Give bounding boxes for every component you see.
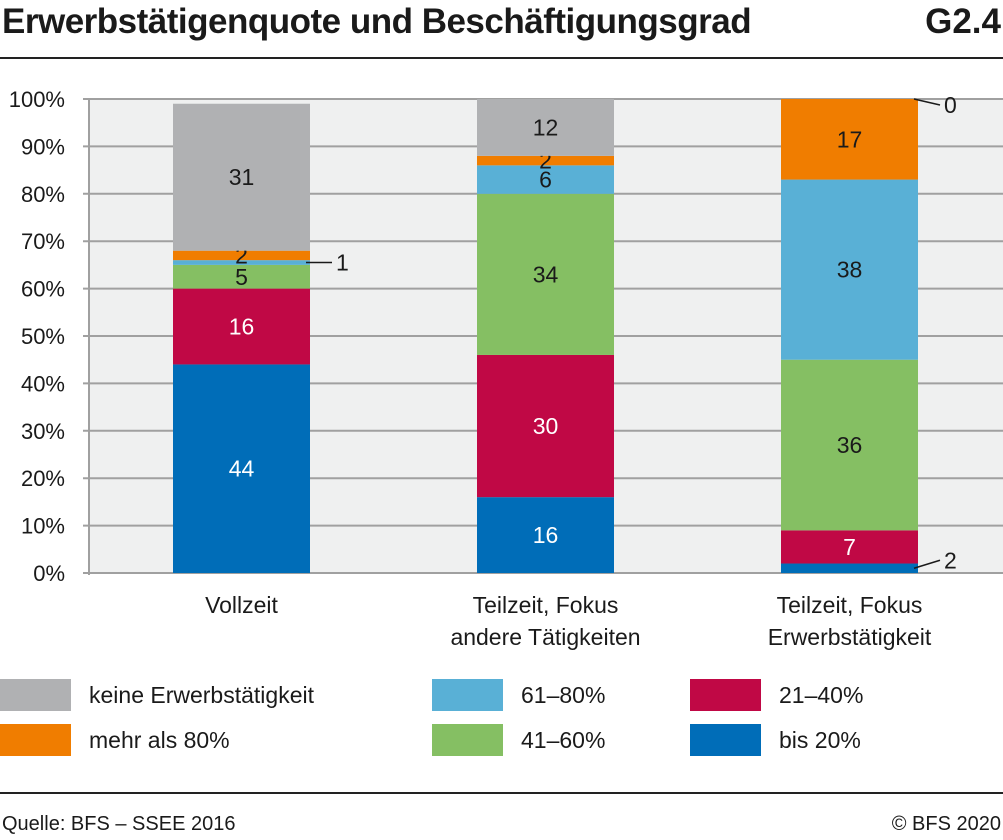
y-tick-label: 50% [21,324,65,349]
bar-segment [781,530,918,564]
y-tick-label: 0% [33,561,65,586]
y-tick-label: 20% [21,466,65,491]
legend-item: 41–60% [432,723,605,757]
legend: keine Erwerbstätigkeit 61–80% 21–40% mehr a… [0,678,1003,758]
y-tick-label: 80% [21,182,65,207]
bar-segment [173,264,310,289]
data-label: 0 [944,92,957,118]
data-label: 12 [533,114,559,140]
legend-swatch [690,679,761,711]
legend-label: 41–60% [521,726,606,753]
chart-code: G2.4 [925,2,1001,41]
bar-segment [781,179,918,360]
x-category-label: Vollzeit [205,592,278,618]
bar-segment [173,250,310,261]
data-label: 16 [533,522,559,548]
data-label: 1 [336,250,349,276]
legend-item: bis 20% [690,723,861,757]
bar-segment [173,103,310,251]
legend-label: 61–80% [521,681,606,708]
legend-item: keine Erwerbstätigkeit [0,678,314,712]
bar-segment [477,497,614,573]
y-tick-label: 70% [21,229,65,254]
data-label: 36 [837,432,863,458]
y-tick-label: 40% [21,371,65,396]
legend-label: bis 20% [779,726,861,753]
legend-item: mehr als 80% [0,723,230,757]
top-divider [0,57,1003,59]
legend-swatch [0,724,71,756]
x-category-label: Erwerbstätigkeit [768,624,932,650]
bar-segment [173,288,310,365]
data-label: 31 [229,164,255,190]
y-tick-label: 100% [9,87,65,112]
legend-label: keine Erwerbstätigkeit [89,681,314,708]
bottom-divider [0,792,1003,794]
bar-segment [477,99,614,156]
bar-segment [173,364,310,573]
legend-swatch [432,724,503,756]
data-label: 38 [837,257,863,283]
y-tick-label: 60% [21,277,65,302]
legend-item: 21–40% [690,678,863,712]
data-label: 16 [229,314,255,340]
data-label: 34 [533,261,559,287]
bar-segment [781,99,918,180]
x-category-label: Teilzeit, Fokus [473,592,619,618]
stacked-bar-chart: 0%10%20%30%40%50%60%70%80%90%100%4416512… [9,87,1003,650]
legend-swatch [0,679,71,711]
bar-segment [781,563,918,573]
y-tick-label: 30% [21,419,65,444]
legend-label: mehr als 80% [89,726,230,753]
bar-segment [477,155,614,166]
source-note: Quelle: BFS – SSEE 2016 [2,813,236,835]
legend-swatch [690,724,761,756]
data-label: 17 [837,126,863,152]
y-tick-label: 90% [21,134,65,159]
data-label: 30 [533,413,559,439]
data-label: 2 [944,547,957,573]
bar-segment [173,260,310,265]
data-label: 6 [539,167,552,193]
bar-segment [477,193,614,355]
leader-line [913,98,941,106]
chart-title: Erwerbstätigenquote und Beschäftigungsgr… [2,2,752,41]
data-label: 7 [843,534,856,560]
legend-item: 61–80% [432,678,605,712]
bar-segment [477,165,614,194]
leader-line [913,559,941,569]
copyright-note: © BFS 2020 [891,813,1001,835]
data-label: 5 [235,264,248,290]
y-tick-label: 10% [21,514,65,539]
x-category-label: Teilzeit, Fokus [777,592,923,618]
legend-swatch [432,679,503,711]
legend-label: 21–40% [779,681,864,708]
bar-segment [477,354,614,498]
data-label: 44 [229,456,255,482]
bar-segment [781,359,918,531]
x-category-label: andere Tätigkeiten [450,624,640,650]
